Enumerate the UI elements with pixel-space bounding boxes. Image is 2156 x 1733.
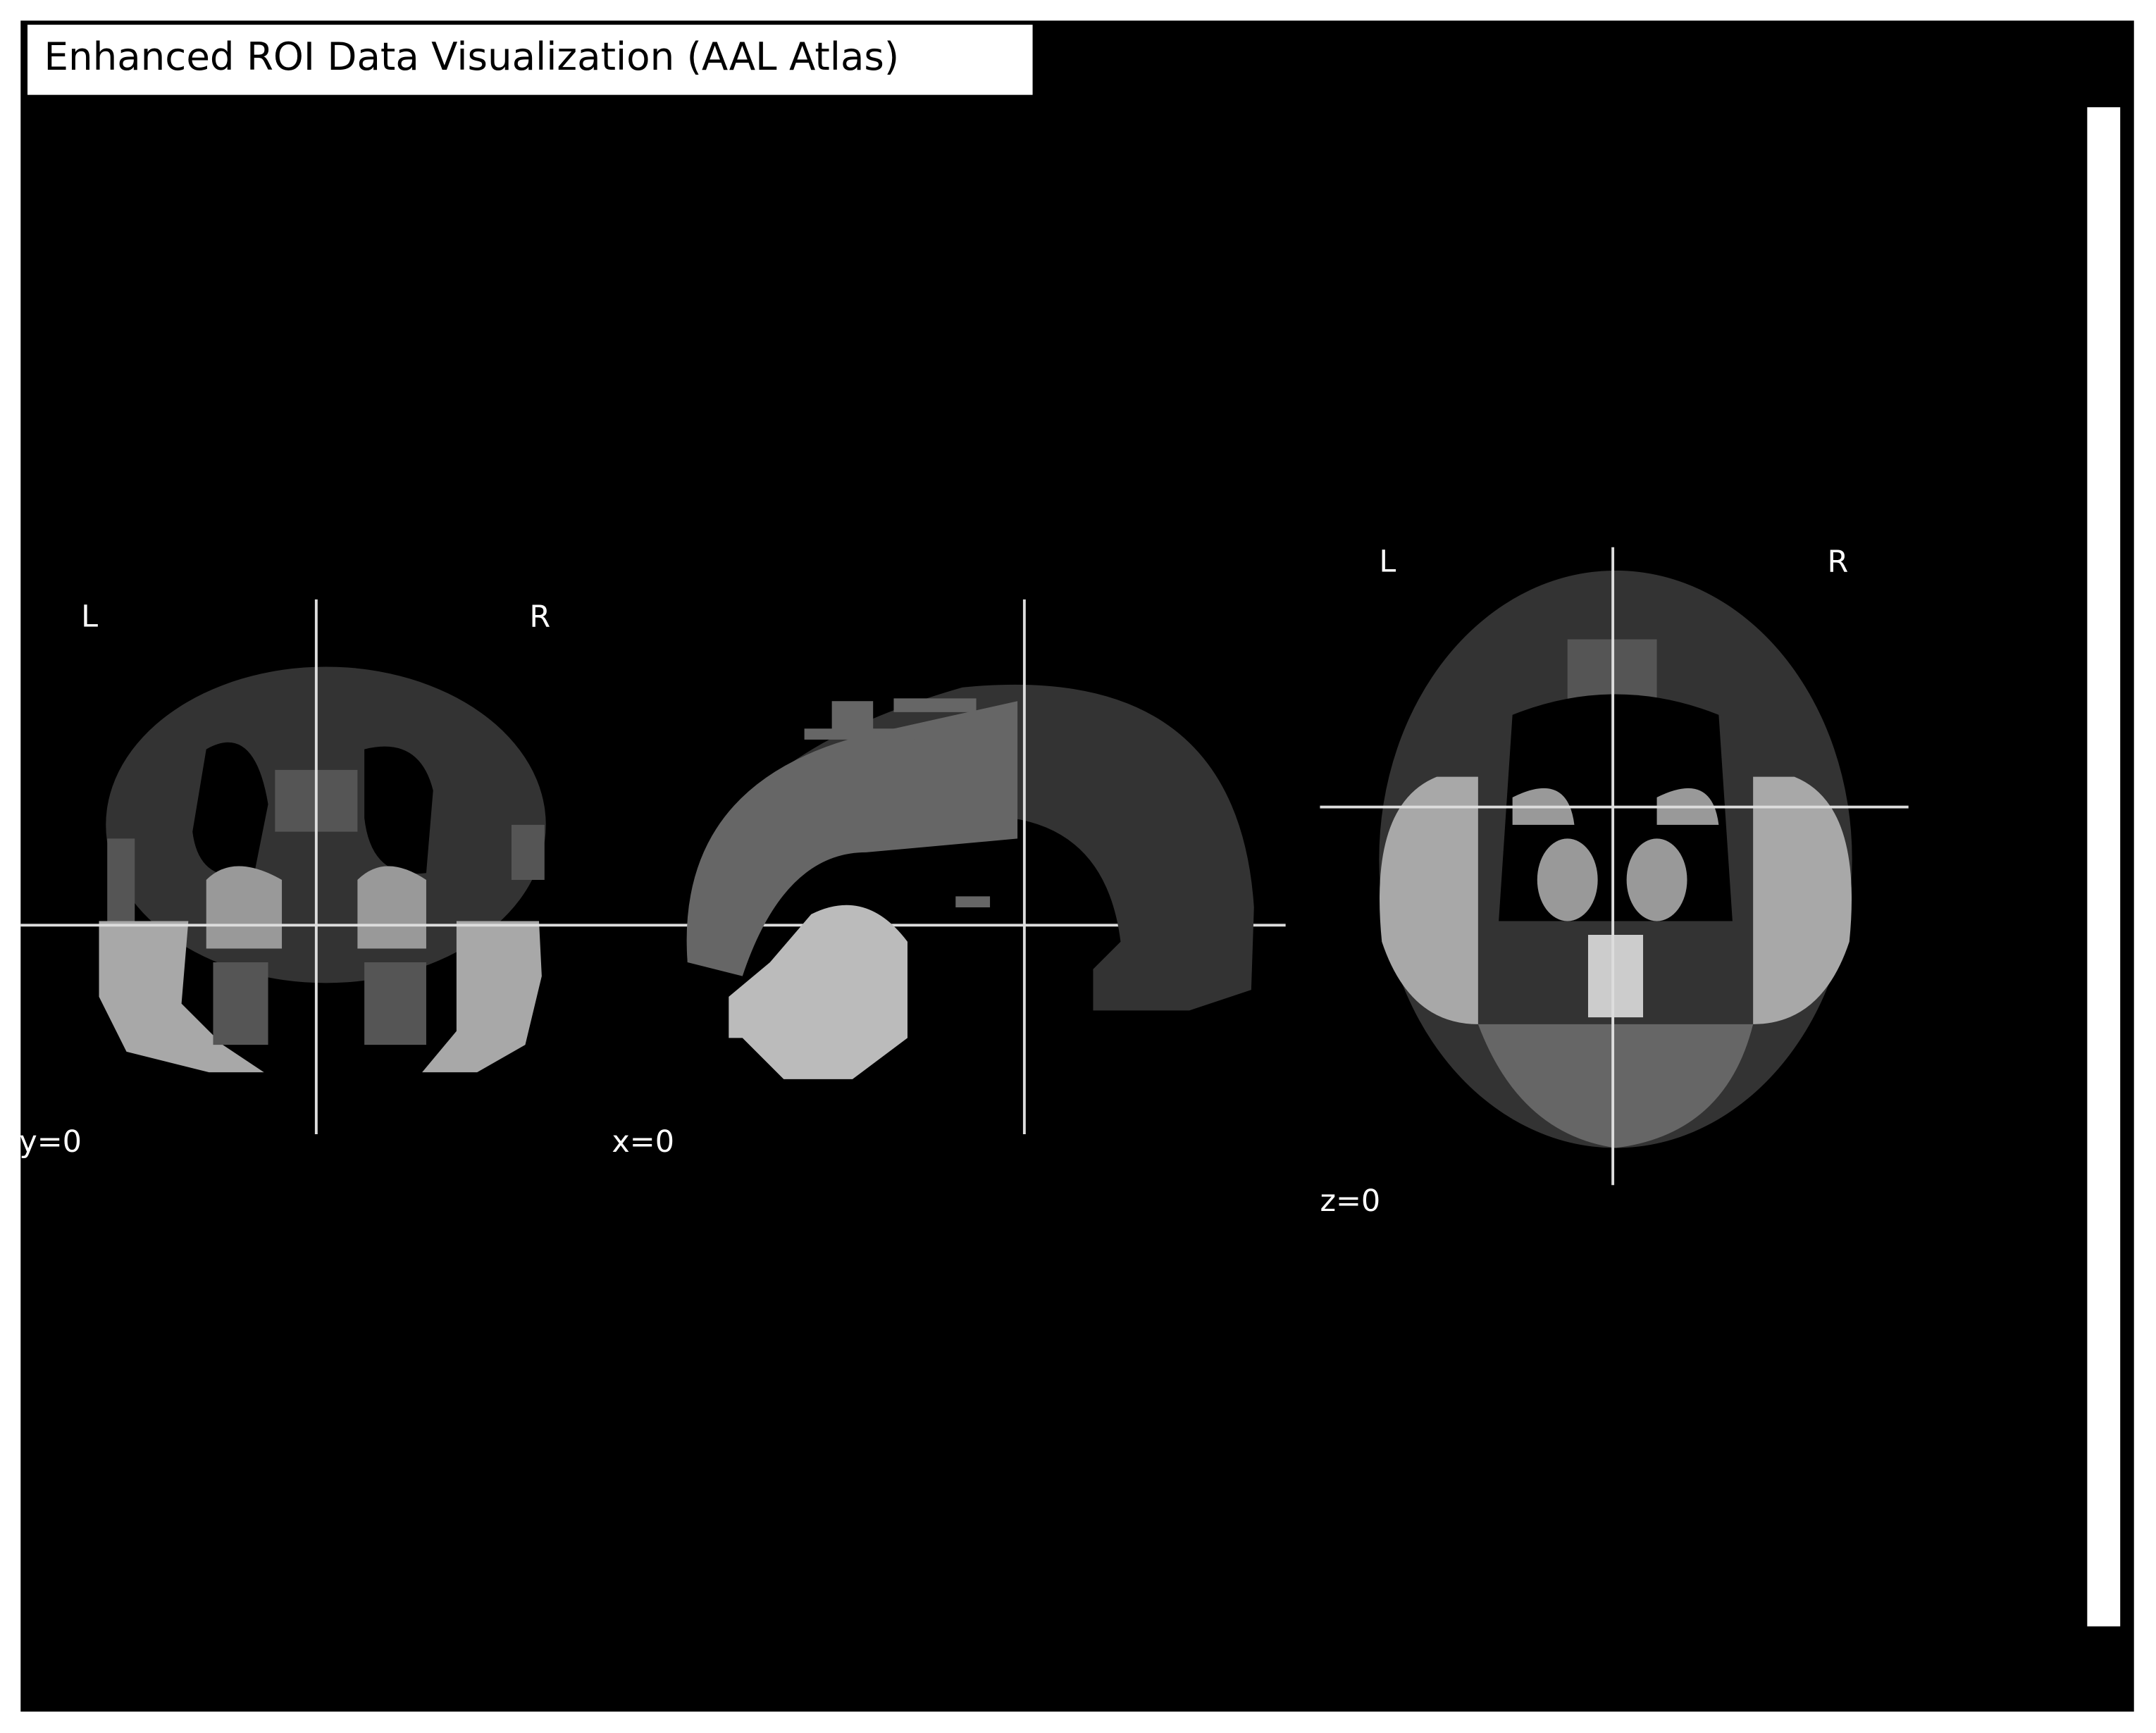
slice-label: x=0 [612,1124,674,1160]
region [192,742,433,876]
region [1512,788,1719,825]
sagittal-slice: x=0 [612,599,1254,1160]
region [686,701,1018,976]
figure-content: Enhanced ROI Data Visualization (AAL Atl… [19,20,2134,1712]
region [422,921,542,1073]
region [99,921,264,1073]
orientation-label: R [529,600,550,635]
title-box [27,25,1033,95]
slice-label: y=0 [19,1124,82,1160]
region [729,905,907,1079]
region [1537,838,1598,921]
orientation-label: L [81,600,98,635]
region [1626,838,1687,921]
region [1477,1024,1754,1148]
slice-label: z=0 [1320,1184,1380,1219]
region [1587,935,1644,1018]
orientation-label: R [1828,545,1849,580]
orientation-label: L [1379,545,1396,580]
axial-slice: L R z=0 [1320,545,1909,1219]
region [206,866,426,949]
region [213,962,426,1045]
colorbar [2087,107,2121,1627]
region [1380,776,1852,1024]
coronal-slice: L R y=0 [19,600,1286,1160]
title: Enhanced ROI Data Visualization (AAL Atl… [44,34,899,79]
